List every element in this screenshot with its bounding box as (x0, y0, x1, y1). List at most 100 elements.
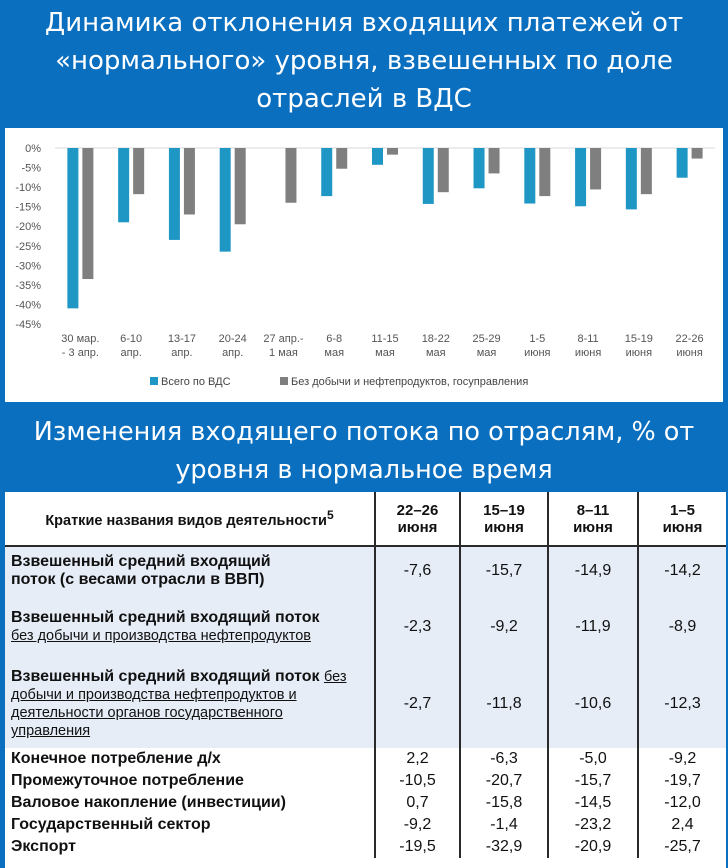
value-cell: -2,7 (374, 660, 460, 748)
bar-total (524, 148, 536, 204)
y-tick-label: -15% (15, 202, 41, 214)
bar-total (625, 148, 637, 210)
value-cell: -10,6 (547, 660, 638, 748)
x-tick-label: 1 мая (269, 347, 298, 359)
bar-excl (234, 148, 246, 225)
table-row: Валовое накопление (инвестиции) 0,7 -15,8 -… (5, 792, 726, 814)
x-tick-label: 6-10 (120, 333, 142, 345)
bar-excl (82, 148, 94, 280)
value-cell: -9,2 (637, 748, 726, 770)
header-col-2: 15–19 июня (459, 492, 548, 546)
x-tick-label: 11-15 (371, 333, 398, 345)
header-col-month: июня (397, 518, 438, 536)
value-cell: -6,3 (459, 748, 548, 770)
bar-excl (640, 148, 652, 195)
x-tick-label: июня (676, 347, 702, 359)
value-cell: -15,7 (459, 546, 548, 594)
bar-excl (285, 148, 297, 203)
row-label-bold: Промежуточное потребление (11, 772, 244, 789)
x-tick-label: апр. (121, 347, 142, 359)
row-label-bold: Взвешенный средний входящий поток (11, 668, 320, 685)
bar-excl (539, 148, 551, 197)
row-label-bold: Экспорт (11, 838, 76, 855)
row-label: Взвешенный средний входящий поток без до… (5, 594, 375, 660)
header-col-date: 15–19 (483, 501, 525, 519)
value-cell: -15,8 (459, 792, 548, 814)
header-col-date: 1–5 (669, 501, 696, 519)
y-tick-label: -40% (15, 299, 41, 311)
industry-table: Краткие названия видов деятельности5 22–… (5, 492, 726, 858)
value-cell: -19,7 (637, 770, 726, 792)
value-cell: -10,5 (374, 770, 460, 792)
y-tick-label: -45% (15, 319, 41, 331)
table-row: Экспорт -19,5 -32,9 -20,9 -25,7 (5, 836, 726, 858)
value-cell: -12,0 (637, 792, 726, 814)
table-row: Взвешенный средний входящий поток без до… (5, 594, 726, 660)
x-tick-label: 18-22 (422, 333, 450, 345)
y-tick-label: -35% (15, 280, 41, 292)
x-tick-label: - 3 апр. (62, 347, 99, 359)
header-col-date: 22–26 (396, 501, 439, 519)
x-tick-label: июня (575, 347, 601, 359)
bar-excl (691, 148, 703, 159)
bar-total (67, 148, 79, 309)
value-cell: -25,7 (637, 836, 726, 858)
table-panel: Краткие названия видов деятельности5 22–… (5, 492, 726, 868)
value-cell: -11,9 (547, 594, 638, 660)
value-cell: -11,8 (459, 660, 548, 748)
x-tick-label: 30 мар. (61, 333, 99, 345)
value-cell: -7,6 (374, 546, 460, 594)
value-cell: -1,4 (459, 814, 548, 836)
legend-swatch-total (150, 377, 158, 385)
chart-title: Динамика отклонения входящих платежей от… (44, 8, 684, 114)
bar-total (676, 148, 688, 178)
row-label-bold: Валовое накопление (инвестиции) (11, 794, 286, 811)
x-tick-label: 25-29 (472, 333, 500, 345)
value-cell: -5,0 (547, 748, 638, 770)
y-tick-label: -10% (15, 182, 41, 194)
row-label: Экспорт (5, 836, 375, 858)
bar-excl (336, 148, 348, 169)
header-name-cell: Краткие названия видов деятельности5 (5, 492, 375, 546)
x-tick-label: мая (426, 347, 446, 359)
legend-swatch-excl (280, 377, 288, 385)
bar-excl (133, 148, 145, 195)
x-tick-label: 22-26 (676, 333, 704, 345)
value-cell: 2,2 (374, 748, 460, 770)
row-label-bold: Взвешенный средний входящий поток (11, 609, 320, 626)
value-cell: 0,7 (374, 792, 460, 814)
value-cell: -2,3 (374, 594, 460, 660)
value-cell: -19,5 (374, 836, 460, 858)
y-tick-label: 0% (25, 143, 41, 155)
row-label-bold: Взвешенный средний входящий поток (с вес… (11, 552, 271, 588)
row-label-bold: Конечное потребление д/х (11, 750, 221, 767)
value-cell: -14,2 (637, 546, 726, 594)
header-col-month: июня (573, 518, 613, 536)
table-title: Изменения входящего потока по отраслям, … (33, 417, 695, 485)
value-cell: -14,9 (547, 546, 638, 594)
value-cell: -20,7 (459, 770, 548, 792)
value-cell: -23,2 (547, 814, 638, 836)
x-tick-label: 13-17 (168, 333, 196, 345)
row-label-note: без добычи и производства нефтепродуктов (11, 628, 311, 644)
bar-total (168, 148, 180, 240)
bar-total (575, 148, 587, 207)
bar-total (372, 148, 383, 165)
legend-label-excl: Без добычи и нефтепродуктов, госуправлен… (291, 376, 528, 388)
header-col-3: 8–11 июня (547, 492, 638, 546)
value-cell: -12,3 (637, 660, 726, 748)
table-row: Взвешенный средний входящий поток (с вес… (5, 546, 726, 594)
y-tick-label: -30% (15, 260, 41, 272)
x-tick-label: апр. (171, 347, 192, 359)
header-col-4: 1–5 июня (637, 492, 726, 546)
row-label: Конечное потребление д/х (5, 748, 375, 770)
bar-total (321, 148, 333, 197)
y-tick-label: -20% (15, 221, 41, 233)
x-tick-label: 8-11 (577, 333, 598, 345)
chart-panel: 0% -5% -10% -15% -20% -25% -30% -35% -40% -45% 30 … (5, 128, 723, 402)
table-row: Взвешенный средний входящий поток без до… (5, 660, 726, 748)
value-cell: -20,9 (547, 836, 638, 858)
value-cell: -32,9 (459, 836, 548, 858)
header-name: Краткие названия видов деятельности (45, 512, 327, 529)
row-label-bold: Государственный сектор (11, 816, 211, 833)
